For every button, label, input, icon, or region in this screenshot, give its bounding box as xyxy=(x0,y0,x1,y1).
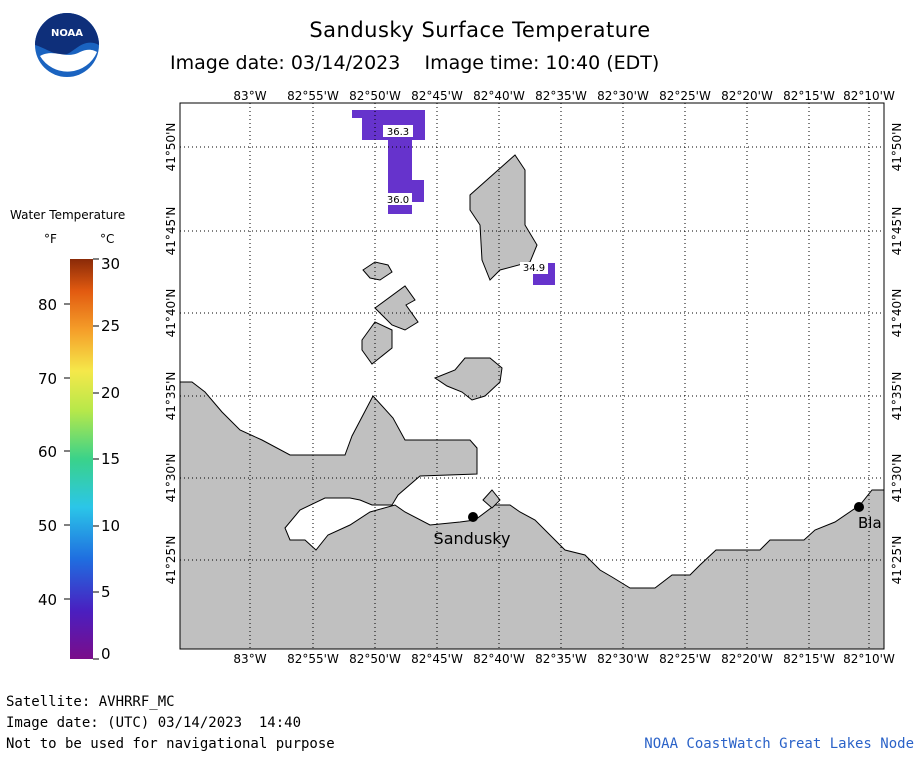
legend-unit-celsius: °C xyxy=(100,232,115,246)
latitude-label: 41°25'N xyxy=(164,536,178,585)
latitude-label: 41°35'N xyxy=(164,372,178,421)
legend-c-tick: 20 xyxy=(101,384,121,402)
page-title: Sandusky Surface Temperature xyxy=(309,18,651,42)
map-grid xyxy=(180,103,884,649)
latitude-label: 41°35'N xyxy=(890,372,904,421)
longitude-label: 82°30'W xyxy=(597,89,649,103)
temp-label: 36.0 xyxy=(387,195,409,206)
land-mainland xyxy=(179,381,885,650)
city-label-bla: Bla xyxy=(858,514,882,532)
latitude-label: 41°40'N xyxy=(164,289,178,338)
color-scale-bar xyxy=(70,259,93,659)
longitude-label: 82°25'W xyxy=(659,652,711,666)
temp-label-box xyxy=(384,193,412,205)
latitude-label: 41°30'N xyxy=(164,454,178,503)
temp-label-box xyxy=(383,125,413,137)
longitude-label: 82°10'W xyxy=(843,89,895,103)
legend-c-tick: 0 xyxy=(101,645,111,663)
longitude-label: 82°25'W xyxy=(659,89,711,103)
legend-c-tick: 30 xyxy=(101,255,121,273)
latitude-label: 41°30'N xyxy=(890,454,904,503)
legend-f-tick: 70 xyxy=(38,370,58,388)
island-bay xyxy=(482,489,501,509)
longitude-label: 82°15'W xyxy=(783,89,835,103)
latitude-label: 41°25'N xyxy=(890,536,904,585)
longitude-label: 82°55'W xyxy=(287,652,339,666)
image-date-time: Image date: 03/14/2023 Image time: 10:40… xyxy=(170,52,660,74)
legend-c-tick: 5 xyxy=(101,583,111,601)
latitude-label: 41°45'N xyxy=(890,207,904,256)
longitude-label: 82°50'W xyxy=(349,89,401,103)
satellite-info: Satellite: AVHRRF_MC xyxy=(6,694,175,710)
latitude-labels-left: 41°50'N 41°45'N 41°40'N 41°35'N 41°30'N 41°25… xyxy=(164,123,178,585)
legend-title: Water Temperature xyxy=(10,208,126,222)
color-scale-ticks xyxy=(64,258,99,660)
longitude-label: 82°45'W xyxy=(411,89,463,103)
city-marker-sandusky xyxy=(468,512,478,522)
longitude-label: 82°45'W xyxy=(411,652,463,666)
longitude-label: 82°50'W xyxy=(349,652,401,666)
latitude-label: 41°50'N xyxy=(890,123,904,172)
longitude-label: 82°35'W xyxy=(535,652,587,666)
longitude-label: 82°35'W xyxy=(535,89,587,103)
longitude-label: 82°20'W xyxy=(721,89,773,103)
latitude-label: 41°40'N xyxy=(890,289,904,338)
noaa-logo: NOAA xyxy=(35,13,99,77)
legend-f-tick: 80 xyxy=(38,296,58,314)
latitude-label: 41°50'N xyxy=(164,123,178,172)
island-small-3 xyxy=(361,321,393,365)
legend-f-tick: 40 xyxy=(38,591,58,609)
temp-label: 36.3 xyxy=(387,127,409,138)
legend-unit-fahrenheit: °F xyxy=(44,232,57,246)
legend-f-tick: 50 xyxy=(38,517,58,535)
longitude-label: 82°30'W xyxy=(597,652,649,666)
latitude-label: 41°45'N xyxy=(164,207,178,256)
latitude-labels-right: 41°50'N 41°45'N 41°40'N 41°35'N 41°30'N 41°25… xyxy=(890,123,904,585)
longitude-label: 82°20'W xyxy=(721,652,773,666)
island-north xyxy=(469,154,538,281)
map-frame xyxy=(179,102,885,650)
island-kelleys xyxy=(433,357,503,401)
longitude-label: 82°15'W xyxy=(783,652,835,666)
legend-c-tick: 15 xyxy=(101,450,121,468)
temp-label-box xyxy=(520,262,548,274)
temp-label: 34.9 xyxy=(523,263,545,274)
island-small-1 xyxy=(362,261,393,281)
disclaimer: Not to be used for navigational purpose xyxy=(6,736,335,752)
legend-c-tick: 25 xyxy=(101,317,121,335)
longitude-label: 82°10'W xyxy=(843,652,895,666)
longitude-label: 83°W xyxy=(233,652,266,666)
logo-text: NOAA xyxy=(51,28,83,39)
utc-date-info: Image date: (UTC) 03/14/2023 14:40 xyxy=(6,715,302,731)
longitude-labels-bottom: 83°W 82°55'W 82°50'W 82°45'W 82°40'W 82°35'W 8… xyxy=(233,652,895,666)
legend-c-tick: 10 xyxy=(101,517,121,535)
longitude-label: 82°40'W xyxy=(473,652,525,666)
longitude-label: 82°40'W xyxy=(473,89,525,103)
legend-f-tick: 60 xyxy=(38,443,58,461)
city-label-sandusky: Sandusky xyxy=(434,529,511,548)
longitude-label: 82°55'W xyxy=(287,89,339,103)
longitude-labels-top: 83°W 82°55'W 82°50'W 82°45'W 82°40'W 82°35'W 8… xyxy=(233,89,895,103)
city-marker-bla xyxy=(854,502,864,512)
longitude-label: 83°W xyxy=(233,89,266,103)
credit-link[interactable]: NOAA CoastWatch Great Lakes Node xyxy=(644,736,914,752)
